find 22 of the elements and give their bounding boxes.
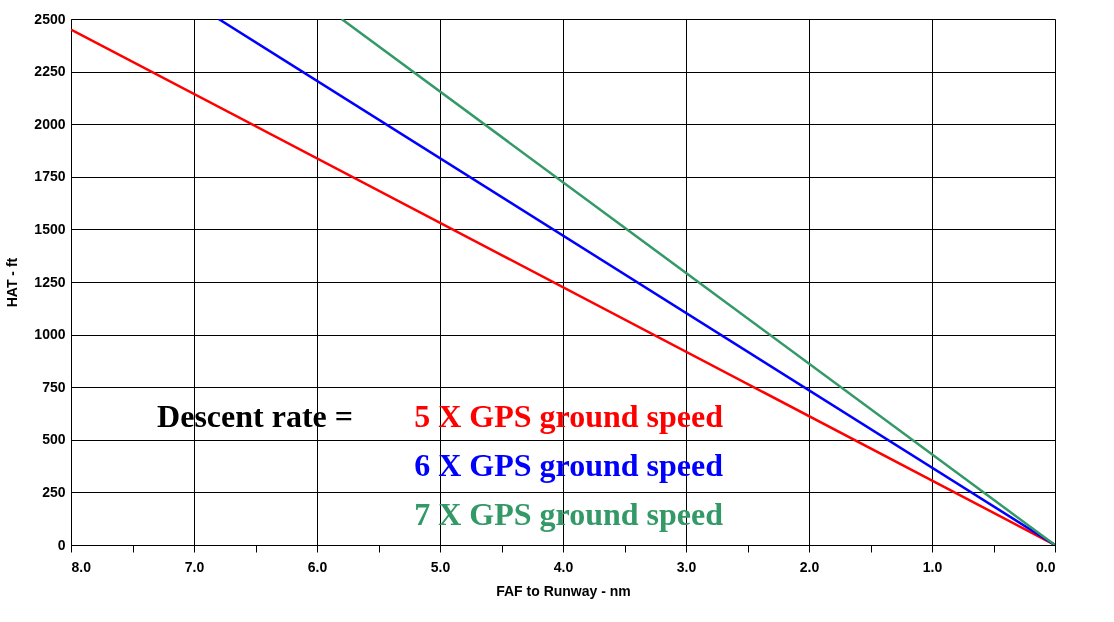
x-tick-label: 1.0 bbox=[922, 558, 943, 575]
x-tick-label: 3.0 bbox=[676, 558, 697, 575]
x-tick-label: 0.0 bbox=[1036, 558, 1056, 575]
y-tick-label: 2250 bbox=[34, 63, 66, 80]
y-axis-title: HAT - ft bbox=[4, 257, 21, 308]
y-tick-label: 1500 bbox=[34, 220, 66, 237]
x-axis-title: FAF to Runway - nm bbox=[496, 582, 631, 599]
x-tick-label: 4.0 bbox=[553, 558, 574, 575]
y-tick-label: 2000 bbox=[34, 115, 66, 132]
y-tick-label: 1250 bbox=[34, 273, 66, 290]
y-tick-label: 750 bbox=[42, 378, 66, 395]
y-tick-label: 0 bbox=[57, 536, 66, 553]
y-tick-label: 1750 bbox=[34, 168, 66, 185]
x-tick-label: 7.0 bbox=[184, 558, 205, 575]
x-tick-label: 8.0 bbox=[71, 558, 92, 575]
y-tick-label: 2500 bbox=[34, 10, 66, 27]
y-tick-label: 250 bbox=[42, 483, 66, 500]
x-tick-label: 2.0 bbox=[799, 558, 820, 575]
y-tick-label: 500 bbox=[42, 431, 66, 448]
x-tick-label: 6.0 bbox=[307, 558, 328, 575]
y-tick-label: 1000 bbox=[34, 326, 66, 343]
x-tick-label: 5.0 bbox=[430, 558, 451, 575]
